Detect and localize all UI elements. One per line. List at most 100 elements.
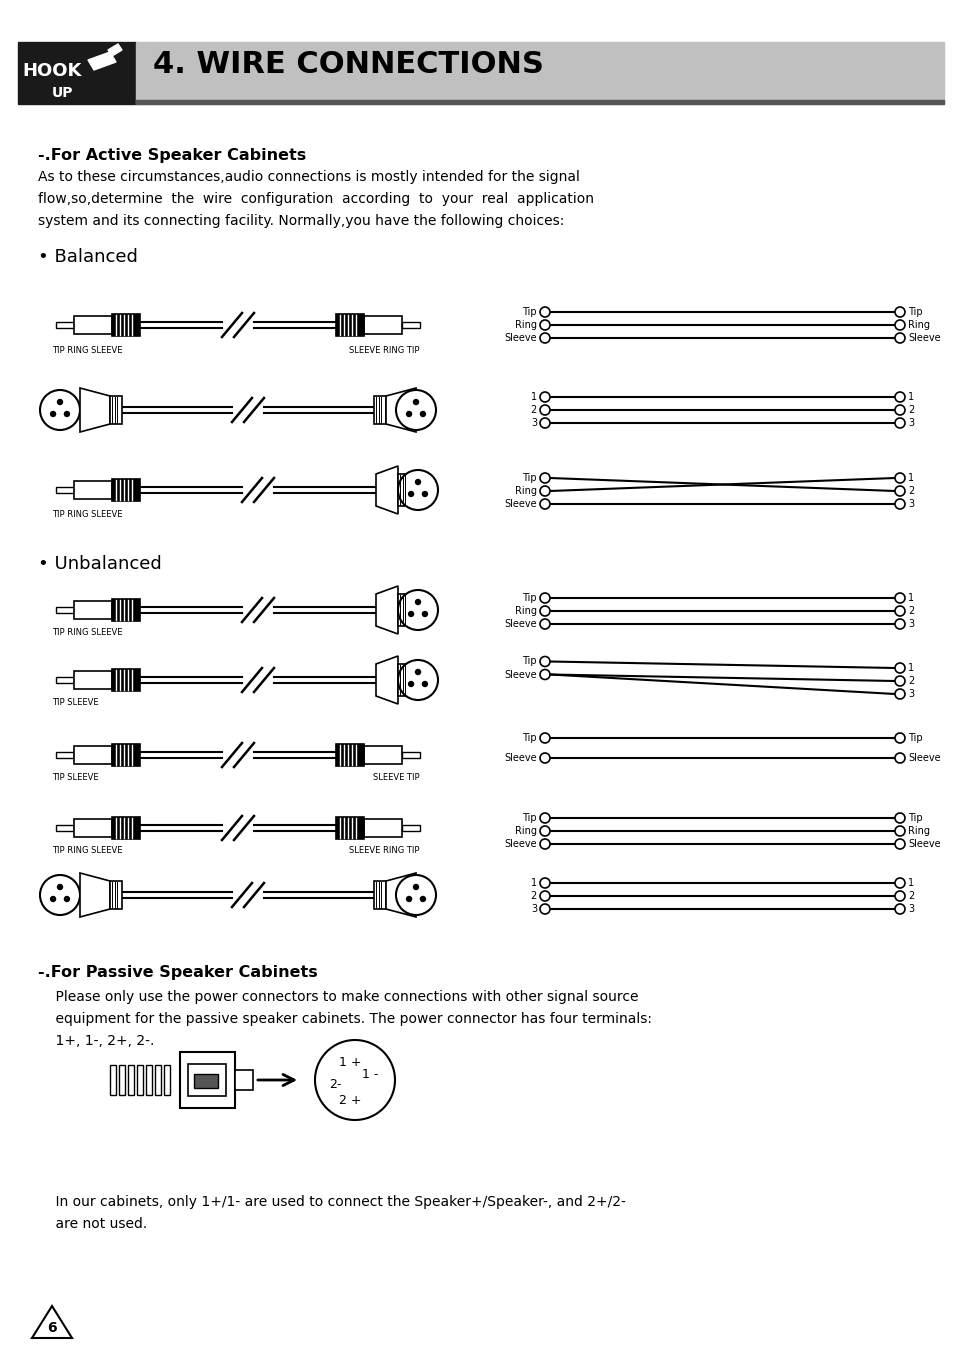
Text: • Balanced: • Balanced	[38, 247, 138, 266]
Text: 2: 2	[907, 676, 913, 685]
Text: Ring: Ring	[515, 485, 537, 496]
Circle shape	[894, 473, 904, 483]
Circle shape	[894, 392, 904, 402]
Circle shape	[65, 896, 70, 902]
Text: TIP RING SLEEVE: TIP RING SLEEVE	[52, 627, 122, 637]
Text: 2: 2	[907, 606, 913, 617]
Bar	[364, 316, 401, 334]
Bar	[112, 744, 140, 767]
Text: HOOK: HOOK	[22, 62, 81, 80]
Bar	[137, 1065, 143, 1095]
Text: 3: 3	[907, 690, 913, 699]
Text: Sleeve: Sleeve	[907, 840, 940, 849]
Circle shape	[894, 320, 904, 330]
Circle shape	[539, 733, 550, 744]
Bar	[401, 825, 419, 831]
Bar	[56, 322, 74, 329]
Text: 1: 1	[907, 594, 913, 603]
Circle shape	[539, 499, 550, 508]
Circle shape	[422, 611, 427, 617]
Bar	[56, 487, 74, 493]
Text: Sleeve: Sleeve	[907, 753, 940, 763]
Text: Tip: Tip	[522, 733, 537, 744]
Circle shape	[397, 470, 437, 510]
Polygon shape	[80, 873, 110, 917]
Polygon shape	[80, 388, 110, 433]
Text: UP: UP	[52, 87, 73, 100]
Bar	[112, 479, 140, 502]
Text: TIP SLEEVE: TIP SLEEVE	[52, 773, 98, 781]
Circle shape	[539, 840, 550, 849]
Circle shape	[894, 826, 904, 836]
Bar	[112, 314, 140, 337]
Text: 2: 2	[907, 891, 913, 900]
Circle shape	[539, 826, 550, 836]
Circle shape	[539, 320, 550, 330]
Circle shape	[539, 594, 550, 603]
Circle shape	[894, 606, 904, 617]
Circle shape	[894, 406, 904, 415]
Circle shape	[539, 657, 550, 667]
Circle shape	[57, 884, 63, 890]
Bar	[119, 1065, 125, 1095]
Text: 3: 3	[907, 499, 913, 508]
Text: 1 +: 1 +	[338, 1056, 361, 1068]
Text: Tip: Tip	[907, 813, 922, 823]
Circle shape	[894, 733, 904, 744]
Bar	[110, 882, 122, 909]
Circle shape	[539, 606, 550, 617]
Text: Sleeve: Sleeve	[504, 499, 537, 508]
Circle shape	[894, 485, 904, 496]
Circle shape	[539, 418, 550, 429]
Bar	[234, 1069, 253, 1090]
Circle shape	[40, 875, 80, 915]
Text: 1: 1	[530, 877, 537, 888]
Text: SLEEVE RING TIP: SLEEVE RING TIP	[349, 846, 419, 854]
Text: Please only use the power connectors to make connections with other signal sourc: Please only use the power connectors to …	[38, 990, 638, 1005]
Polygon shape	[375, 656, 397, 704]
Bar	[56, 825, 74, 831]
Bar	[136, 100, 943, 104]
Bar	[146, 1065, 152, 1095]
Circle shape	[894, 813, 904, 823]
Text: 4. WIRE CONNECTIONS: 4. WIRE CONNECTIONS	[152, 50, 543, 78]
Bar	[401, 752, 419, 758]
Polygon shape	[108, 45, 122, 55]
Circle shape	[416, 599, 420, 604]
Circle shape	[539, 669, 550, 680]
Text: • Unbalanced: • Unbalanced	[38, 556, 162, 573]
Circle shape	[539, 333, 550, 343]
Bar	[164, 1065, 170, 1095]
Circle shape	[408, 681, 414, 687]
Text: Ring: Ring	[907, 826, 929, 836]
Circle shape	[408, 492, 414, 496]
Bar	[335, 817, 364, 840]
Circle shape	[539, 392, 550, 402]
Text: Tip: Tip	[907, 307, 922, 316]
Bar	[397, 594, 410, 626]
Bar	[74, 671, 112, 690]
Polygon shape	[386, 873, 416, 917]
Circle shape	[539, 891, 550, 900]
Bar	[374, 882, 386, 909]
Circle shape	[894, 499, 904, 508]
Bar	[335, 744, 364, 767]
Bar	[112, 599, 140, 621]
Text: As to these circumstances,audio connections is mostly intended for the signal: As to these circumstances,audio connecti…	[38, 170, 579, 184]
Text: 1: 1	[907, 662, 913, 673]
Circle shape	[420, 896, 425, 902]
Bar	[401, 322, 419, 329]
Circle shape	[539, 753, 550, 763]
Text: Ring: Ring	[907, 320, 929, 330]
Text: 2: 2	[907, 406, 913, 415]
Circle shape	[65, 411, 70, 416]
Text: Sleeve: Sleeve	[504, 840, 537, 849]
Text: Tip: Tip	[522, 307, 537, 316]
Circle shape	[416, 480, 420, 484]
Circle shape	[416, 669, 420, 675]
Text: 3: 3	[907, 619, 913, 629]
Bar	[74, 819, 112, 837]
Text: Sleeve: Sleeve	[907, 333, 940, 343]
Circle shape	[413, 884, 418, 890]
Circle shape	[894, 333, 904, 343]
